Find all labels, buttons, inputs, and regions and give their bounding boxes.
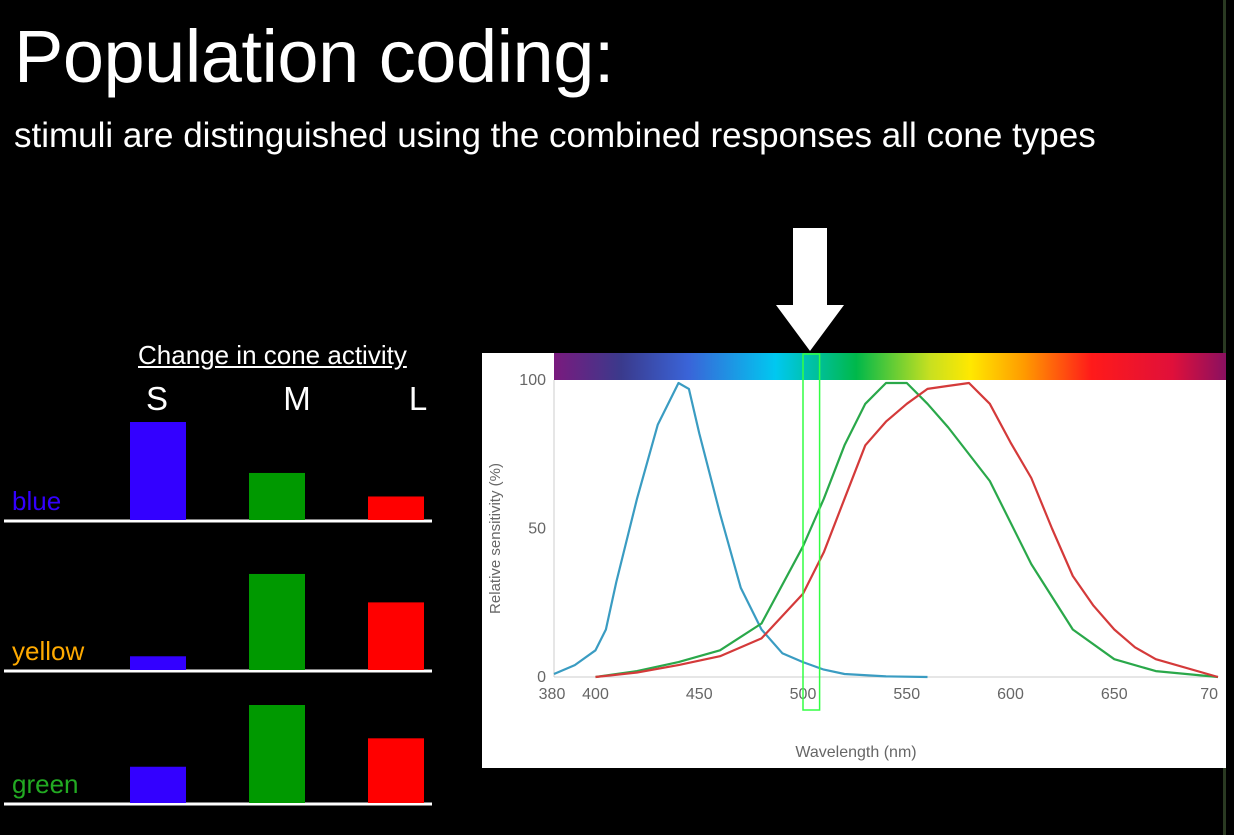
sensitivity-curve-1	[595, 381, 1219, 679]
sensitivity-curve-0	[553, 381, 928, 679]
x-tick-label: 380	[539, 686, 566, 703]
bar-yellow-s	[130, 656, 186, 670]
slide-title: Population coding:	[14, 15, 614, 98]
x-tick-label: 400	[582, 686, 609, 703]
bar-green-m	[249, 705, 305, 803]
bar-yellow-m	[249, 573, 305, 670]
bar-blue-s	[130, 422, 186, 520]
x-axis-label: Wavelength (nm)	[795, 744, 916, 761]
y-tick-label: 0	[537, 669, 546, 686]
cone-activity-panel: blue yellow green Change in cone activity …	[0, 330, 470, 830]
cone-activity-bars: blue yellow green	[4, 422, 432, 806]
column-label-m: M	[283, 380, 311, 417]
bar-green-l	[368, 738, 424, 803]
bar-blue-l	[368, 496, 424, 520]
stimulus-label-blue: blue	[12, 486, 61, 516]
spectrum-color-bar	[554, 353, 1226, 380]
column-label-l: L	[408, 380, 428, 417]
chart-background	[482, 353, 1226, 768]
y-axis-label: Relative sensitivity (%)	[487, 463, 504, 614]
sensitivity-curve-2	[595, 381, 1219, 679]
stimulus-label-yellow: yellow	[12, 636, 84, 666]
cone-activity-heading: Change in cone activity	[138, 340, 407, 370]
x-tick-label: 70	[1200, 686, 1218, 703]
wavelength-highlight-band	[802, 353, 821, 711]
stimulus-label-green: green	[12, 769, 79, 799]
x-tick-label: 450	[686, 686, 713, 703]
y-tick-label: 100	[519, 372, 546, 389]
y-tick-label: 50	[528, 521, 546, 538]
bar-green-s	[130, 766, 186, 803]
slide-subtitle: stimuli are distinguished using the comb…	[14, 116, 1096, 155]
x-tick-label: 550	[893, 686, 920, 703]
column-label-s: S	[145, 380, 168, 417]
x-tick-label: 650	[1101, 686, 1128, 703]
bar-blue-m	[249, 472, 305, 520]
x-tick-label: 600	[997, 686, 1024, 703]
bar-yellow-l	[368, 602, 424, 670]
